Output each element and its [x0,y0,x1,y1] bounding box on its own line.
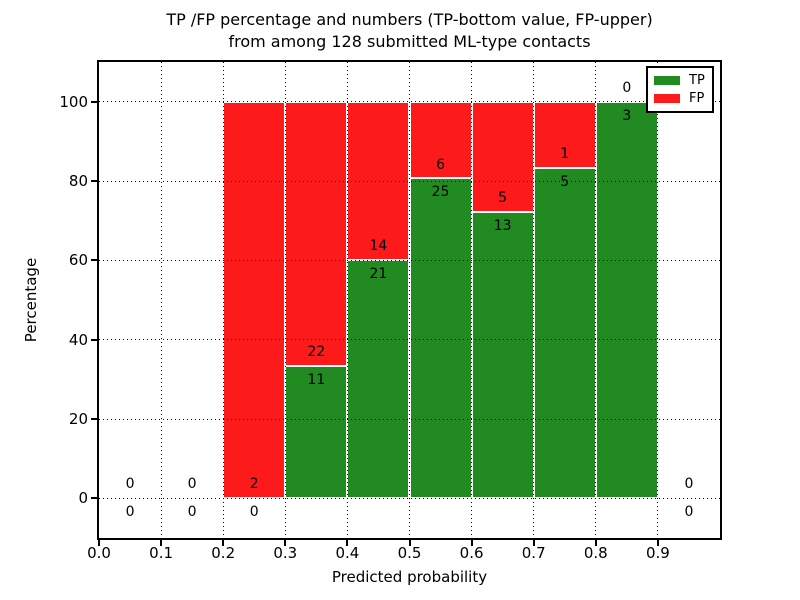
fp-count-label: 0 [125,476,135,493]
x-tick-label: 0.4 [335,544,360,562]
legend-label-fp: FP [689,91,705,107]
fp-bar-segment [223,101,286,499]
fp-count-label: 5 [498,189,508,206]
fp-count-label: 0 [622,79,632,96]
x-tick-label: 0.5 [397,544,422,562]
x-tick [470,540,473,546]
x-tick [656,540,659,546]
tp-bar-segment [595,101,658,499]
y-tick-label: 40 [68,330,88,349]
x-gridline [657,62,659,538]
tp-count-label: 21 [369,266,388,283]
x-tick [284,540,287,546]
tp-legend-swatch [654,75,680,85]
x-tick-label: 0.2 [211,544,236,562]
x-tick [98,540,100,546]
x-tick [532,540,535,546]
chart-title-line2: from among 128 submitted ML-type contact… [228,32,591,51]
tp-bar-segment [285,366,348,499]
fp-count-label: 2 [249,476,259,493]
y-gridline [99,101,720,103]
x-gridline [409,62,410,538]
y-tick [91,497,97,500]
tp-count-label: 0 [684,504,694,521]
x-tick-label: 0.7 [521,544,546,562]
fp-count-label: 0 [684,476,694,493]
y-tick-label: 80 [68,172,88,190]
tp-count-label: 5 [560,173,570,190]
x-tick-label: 0.1 [149,544,174,562]
y-tick [91,100,97,103]
legend-item-tp: TP [654,73,706,88]
x-gridline [533,62,535,538]
y-axis-label: Percentage [22,257,40,343]
fp-count-label: 1 [560,145,570,162]
x-gridline [346,62,348,538]
y-tick [91,180,97,182]
fp-bar-segment [471,101,534,212]
y-gridline [99,259,720,261]
fp-bar-segment [533,101,596,168]
legend: TP FP [646,66,714,113]
x-tick [222,540,225,546]
legend-item-fp: FP [654,91,706,106]
y-tick-label: 20 [68,410,88,428]
chart-title: TP /FP percentage and numbers (TP-bottom… [19,9,800,53]
tp-count-label: 13 [493,217,512,234]
chart-title-line1: TP /FP percentage and numbers (TP-bottom… [166,10,653,29]
tp-bar-segment [347,260,410,499]
y-tick-label: 60 [68,251,88,270]
y-gridline [99,180,720,182]
x-tick-label: 0.8 [583,544,608,562]
y-gridline [99,418,720,420]
x-gridline [222,62,224,538]
x-tick [594,540,597,546]
y-gridline [99,497,720,499]
y-tick [91,338,97,341]
x-tick [160,540,163,546]
x-tick [346,540,349,546]
y-tick [91,259,97,262]
fp-count-label: 22 [307,344,326,361]
tp-count-label: 25 [431,184,450,201]
x-tick [408,540,411,546]
x-tick-label: 0.3 [273,544,298,562]
x-tick-label: 0.0 [87,544,111,562]
tp-count-label: 11 [307,372,326,388]
tp-bar-segment [533,167,596,499]
x-gridline [471,62,473,538]
x-gridline [595,62,597,538]
x-tick-label: 0.9 [645,544,670,562]
tp-count-label: 3 [622,107,632,124]
fp-count-label: 14 [369,238,388,255]
y-gridline [99,339,720,341]
tp-count-label: 0 [187,504,197,521]
fp-count-label: 6 [436,156,446,173]
y-tick-label: 0 [78,489,88,508]
tp-bar-segment [471,211,534,499]
x-gridline [284,62,286,538]
x-gridline [160,62,162,538]
fp-count-label: 0 [187,476,197,493]
y-tick [91,418,97,420]
legend-label-tp: TP [689,72,705,88]
y-tick-label: 100 [59,92,88,111]
x-axis-label: Predicted probability [331,568,488,586]
tp-count-label: 0 [249,504,259,521]
fp-bar-segment [285,101,348,367]
fp-legend-swatch [654,94,680,104]
x-tick-label: 0.6 [459,544,484,562]
tp-count-label: 0 [125,504,135,521]
